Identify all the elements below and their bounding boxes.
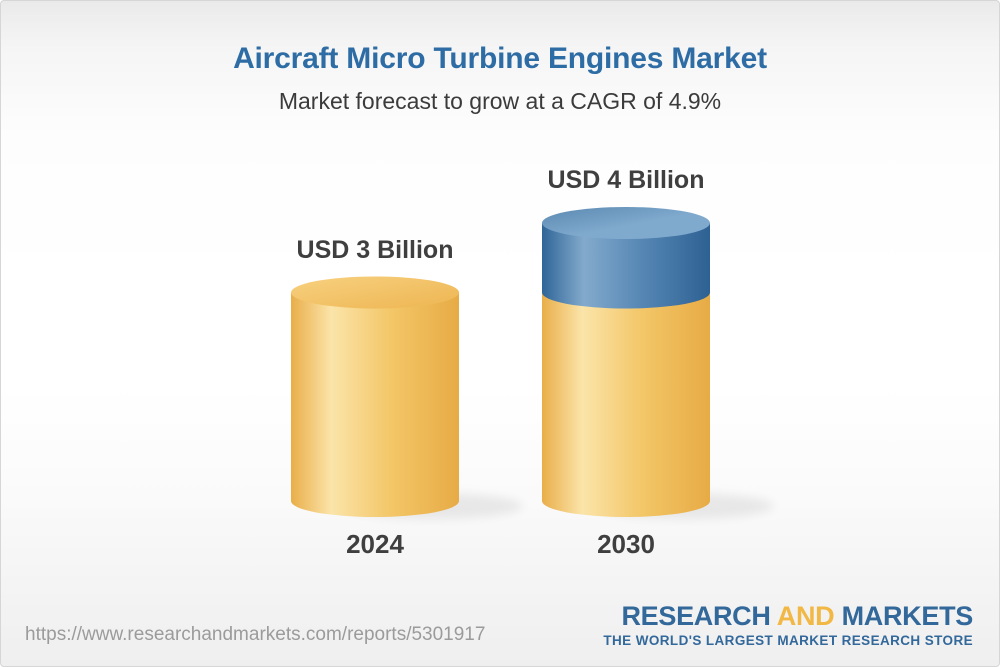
bar-value-label-2030: USD 4 Billion: [547, 166, 705, 194]
brand-tagline: THE WORLD'S LARGEST MARKET RESEARCH STOR…: [603, 632, 973, 648]
chart-title: Aircraft Micro Turbine Engines Market: [233, 42, 767, 75]
bar-2030-growth-body: [542, 223, 710, 309]
brand-logo: RESEARCH AND MARKETS THE WORLD'S LARGEST…: [603, 601, 974, 648]
bar-value-label-2024: USD 3 Billion: [296, 236, 454, 264]
report-url: https://www.researchandmarkets.com/repor…: [25, 624, 486, 645]
bar-2030-top: [542, 207, 710, 239]
bar-2024-body: [291, 292, 459, 517]
brand-word-markets: MARKETS: [841, 601, 974, 631]
bar-2024-top: [291, 276, 459, 309]
x-axis-label-2024: 2024: [346, 529, 404, 559]
bar-2030-base-body: [542, 292, 710, 517]
x-axis-label-2030: 2030: [597, 529, 655, 559]
brand-word-and: AND: [776, 601, 835, 631]
brand-word-research: RESEARCH: [621, 601, 771, 631]
brand-logo-wordmark: RESEARCH AND MARKETS: [603, 601, 974, 632]
chart-subtitle: Market forecast to grow at a CAGR of 4.9…: [278, 88, 722, 114]
